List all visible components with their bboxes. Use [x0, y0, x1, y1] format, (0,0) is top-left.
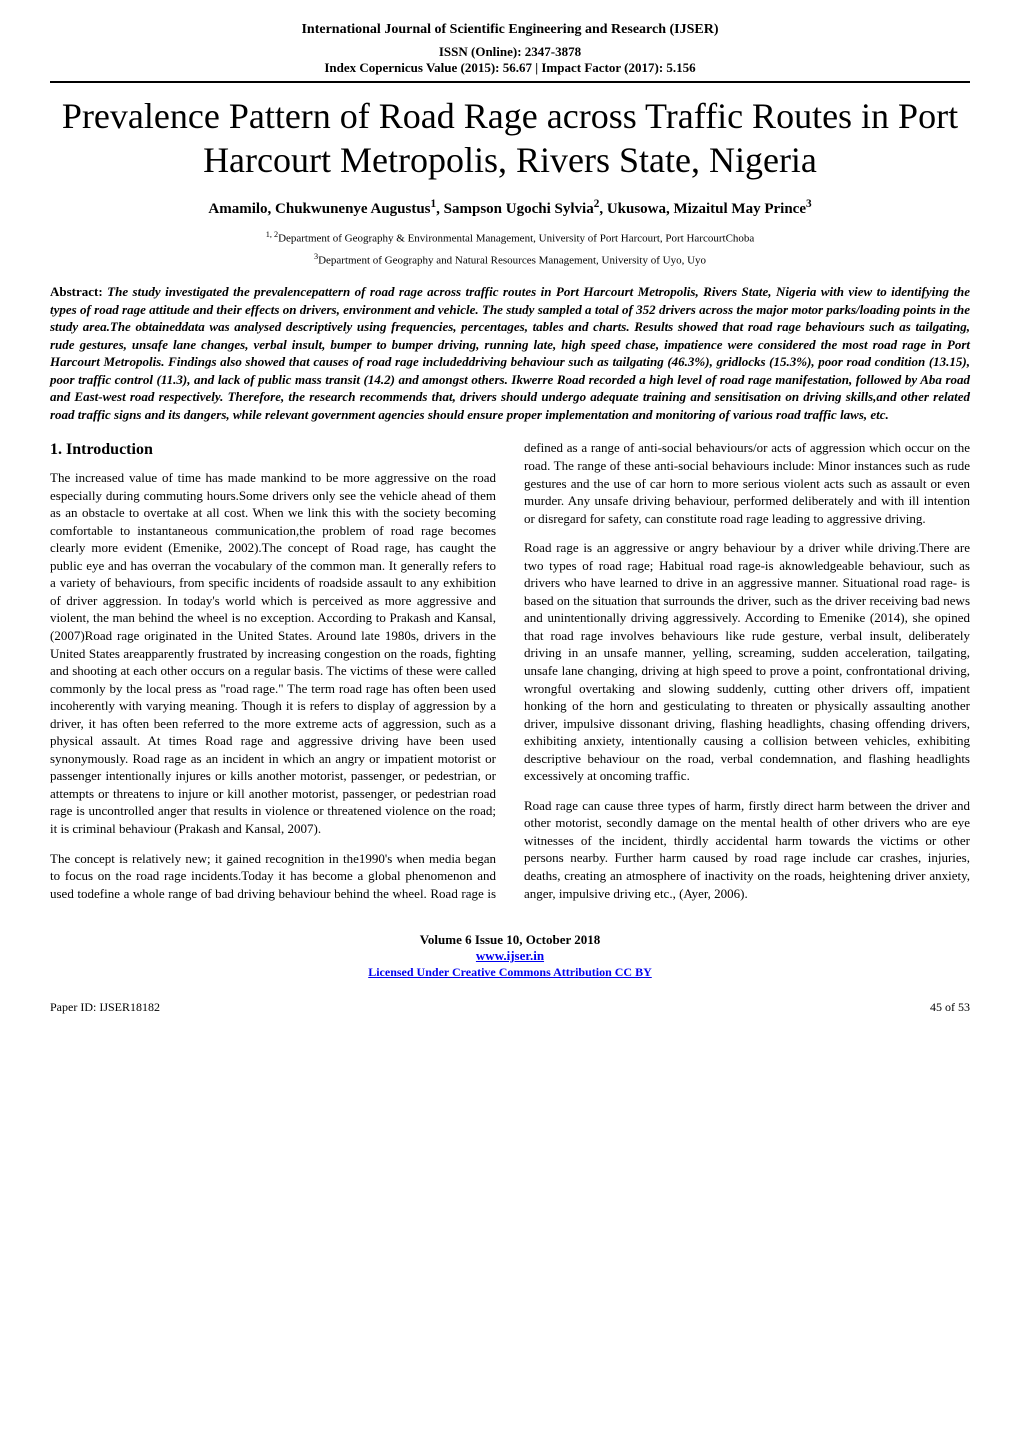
intro-paragraph-4: Road rage can cause three types of harm,…	[524, 797, 970, 902]
affiliation-2: 3Department of Geography and Natural Res…	[50, 252, 970, 267]
footer-website-link[interactable]: www.ijser.in	[476, 948, 544, 963]
affiliation-1: 1, 2Department of Geography & Environmen…	[50, 230, 970, 245]
body-columns: 1. Introduction The increased value of t…	[50, 439, 970, 908]
intro-paragraph-3: Road rage is an aggressive or angry beha…	[524, 539, 970, 785]
intro-paragraph-1: The increased value of time has made man…	[50, 469, 496, 837]
abstract-label: Abstract:	[50, 284, 103, 299]
journal-name: International Journal of Scientific Engi…	[50, 20, 970, 40]
abstract-text: The study investigated the prevalencepat…	[50, 284, 970, 422]
footer-volume: Volume 6 Issue 10, October 2018	[50, 932, 970, 948]
page-footer: Volume 6 Issue 10, October 2018 www.ijse…	[50, 932, 970, 980]
author-list: Amamilo, Chukwunenye Augustus1, Sampson …	[50, 198, 970, 218]
footer-license-link[interactable]: Licensed Under Creative Commons Attribut…	[368, 965, 652, 979]
section-1-heading: 1. Introduction	[50, 439, 496, 461]
abstract-block: Abstract: The study investigated the pre…	[50, 283, 970, 423]
page-id-row: Paper ID: IJSER18182 45 of 53	[50, 1000, 970, 1015]
journal-issn: ISSN (Online): 2347-3878	[50, 44, 970, 61]
journal-metrics: Index Copernicus Value (2015): 56.67 | I…	[50, 60, 970, 77]
header-divider	[50, 81, 970, 83]
paper-id: Paper ID: IJSER18182	[50, 1000, 160, 1015]
page-number: 45 of 53	[930, 1000, 970, 1015]
paper-title: Prevalence Pattern of Road Rage across T…	[50, 95, 970, 181]
